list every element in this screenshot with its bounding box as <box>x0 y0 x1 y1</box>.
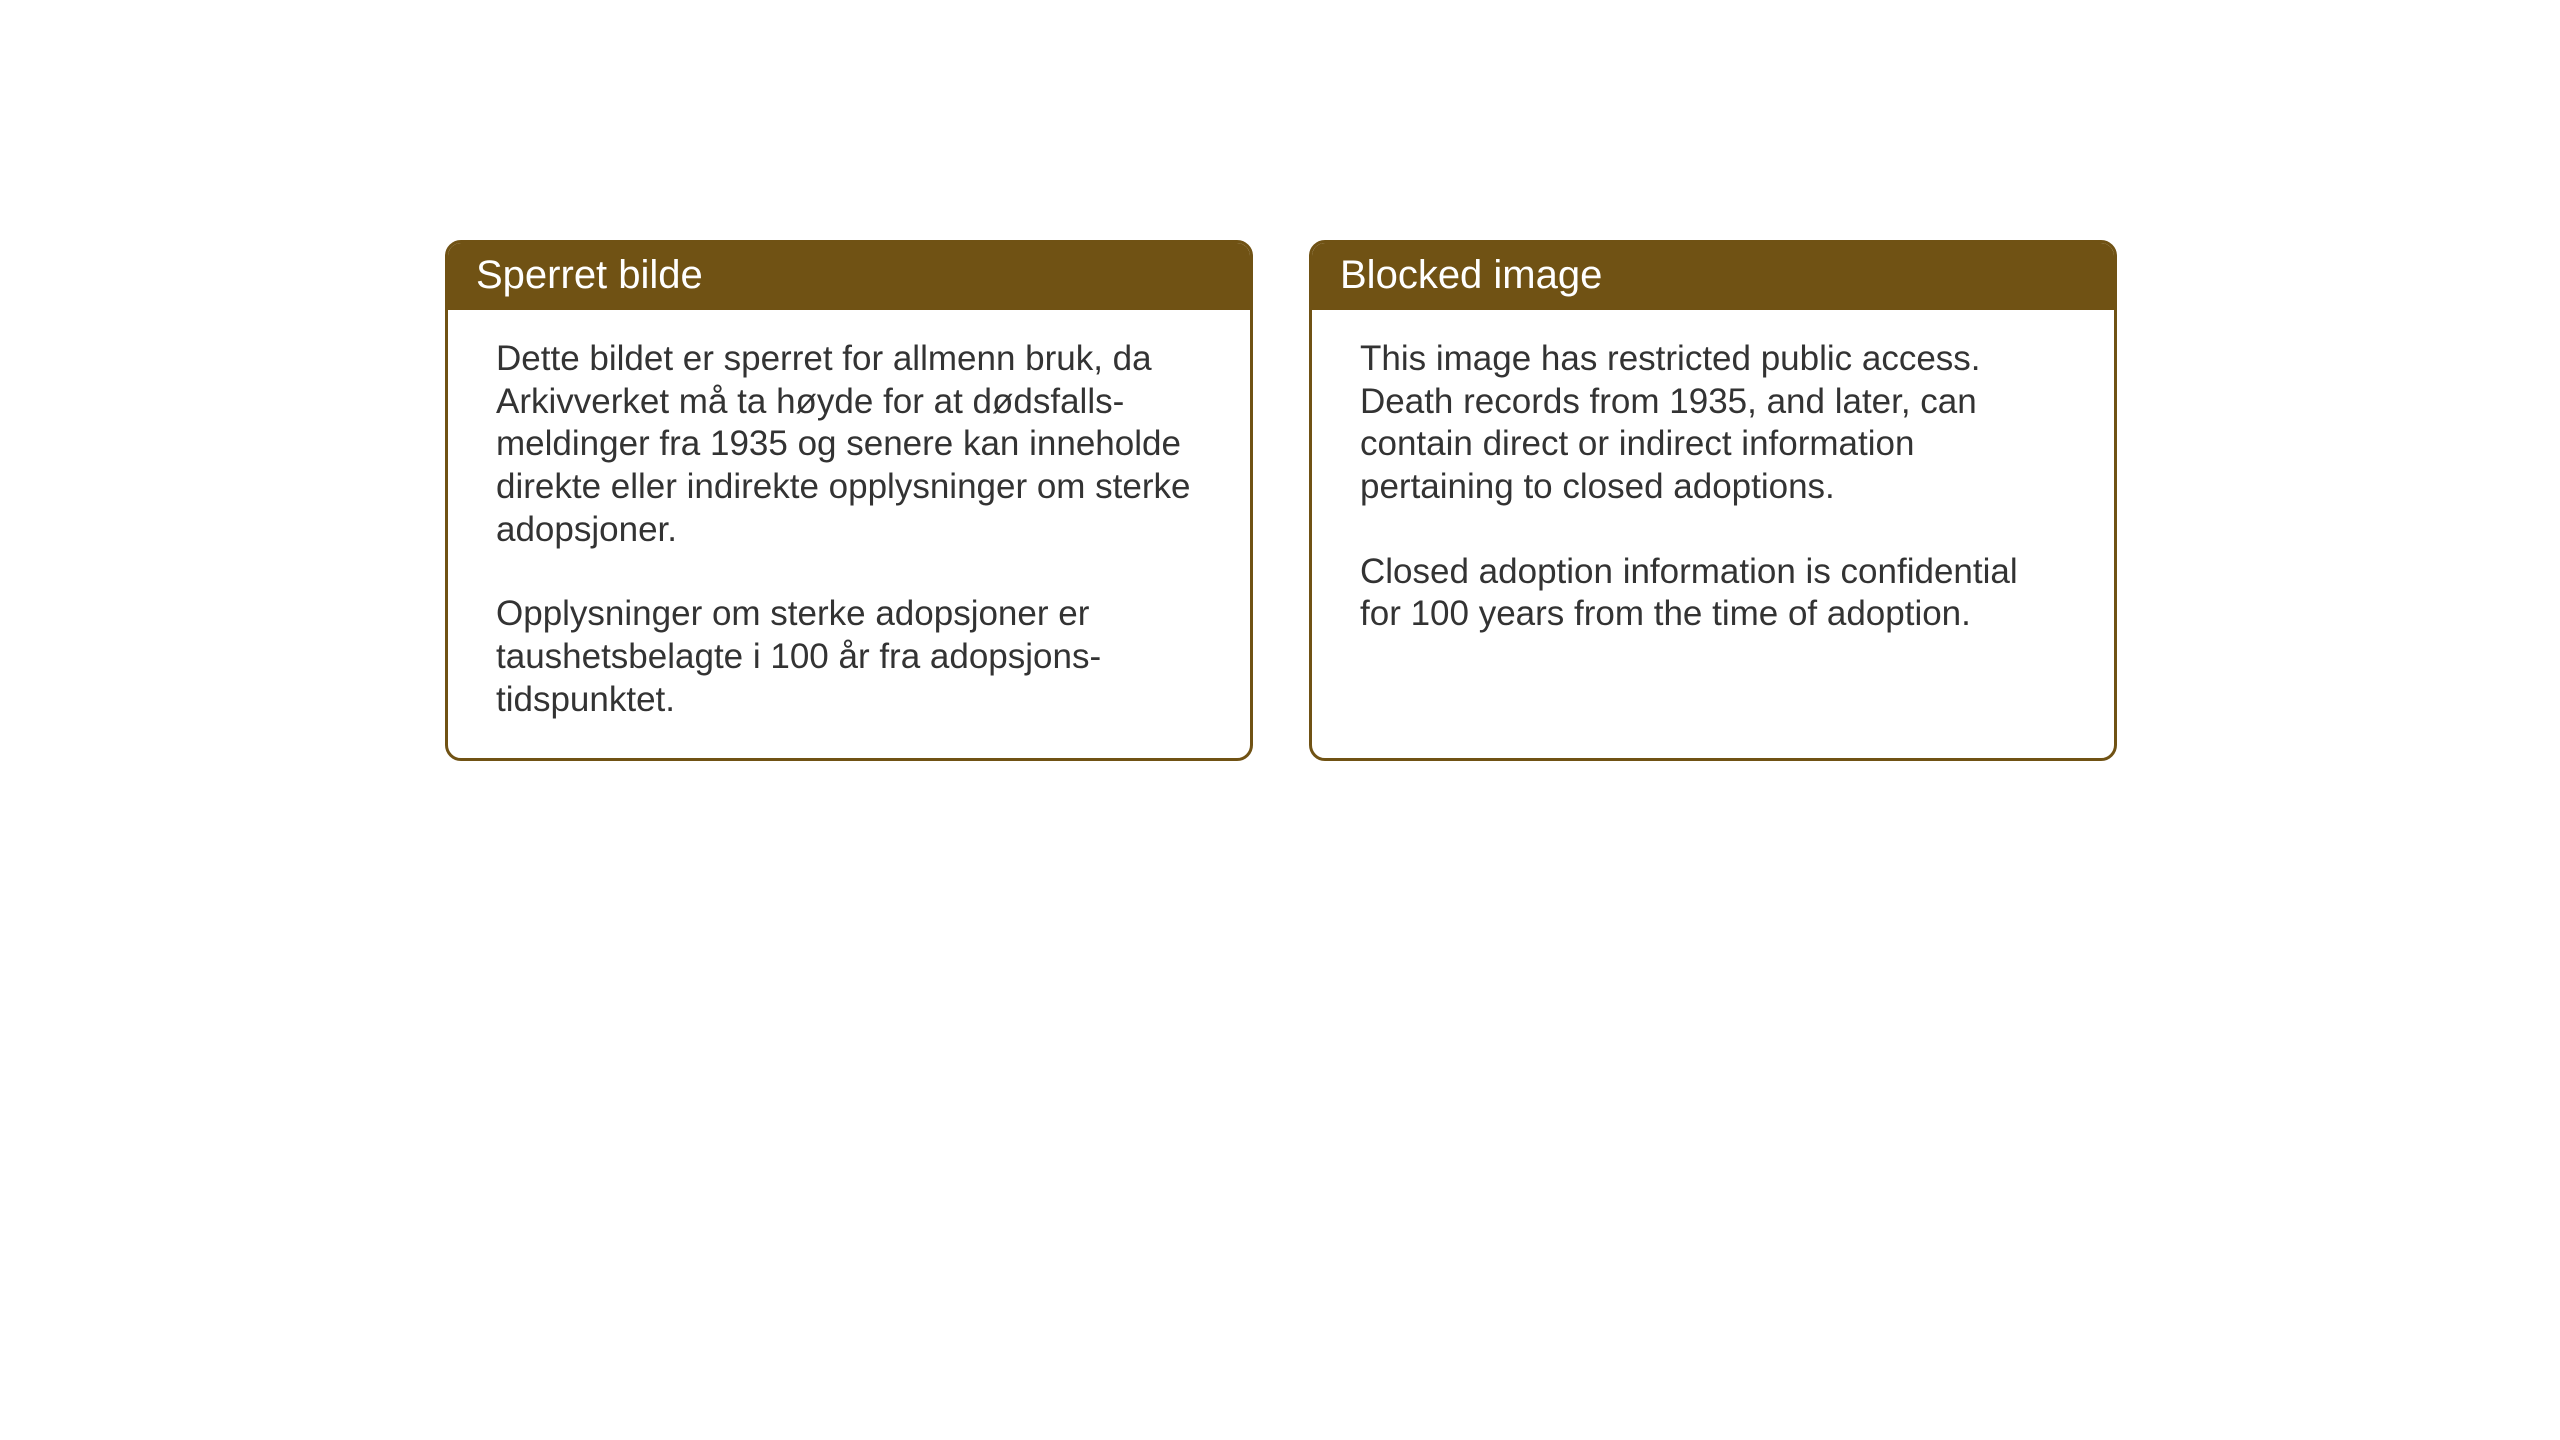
notice-card-norwegian: Sperret bilde Dette bildet er sperret fo… <box>445 240 1253 761</box>
card-paragraph-1-english: This image has restricted public access.… <box>1360 338 2066 509</box>
card-title-english: Blocked image <box>1340 253 1602 297</box>
card-body-english: This image has restricted public access.… <box>1312 310 2114 672</box>
card-paragraph-2-english: Closed adoption information is confident… <box>1360 551 2066 636</box>
notice-cards-container: Sperret bilde Dette bildet er sperret fo… <box>445 240 2117 761</box>
card-paragraph-1-norwegian: Dette bildet er sperret for allmenn bruk… <box>496 338 1202 551</box>
card-title-norwegian: Sperret bilde <box>476 253 703 297</box>
card-header-norwegian: Sperret bilde <box>448 243 1250 310</box>
card-header-english: Blocked image <box>1312 243 2114 310</box>
card-paragraph-2-norwegian: Opplysninger om sterke adopsjoner er tau… <box>496 593 1202 721</box>
card-body-norwegian: Dette bildet er sperret for allmenn bruk… <box>448 310 1250 758</box>
notice-card-english: Blocked image This image has restricted … <box>1309 240 2117 761</box>
